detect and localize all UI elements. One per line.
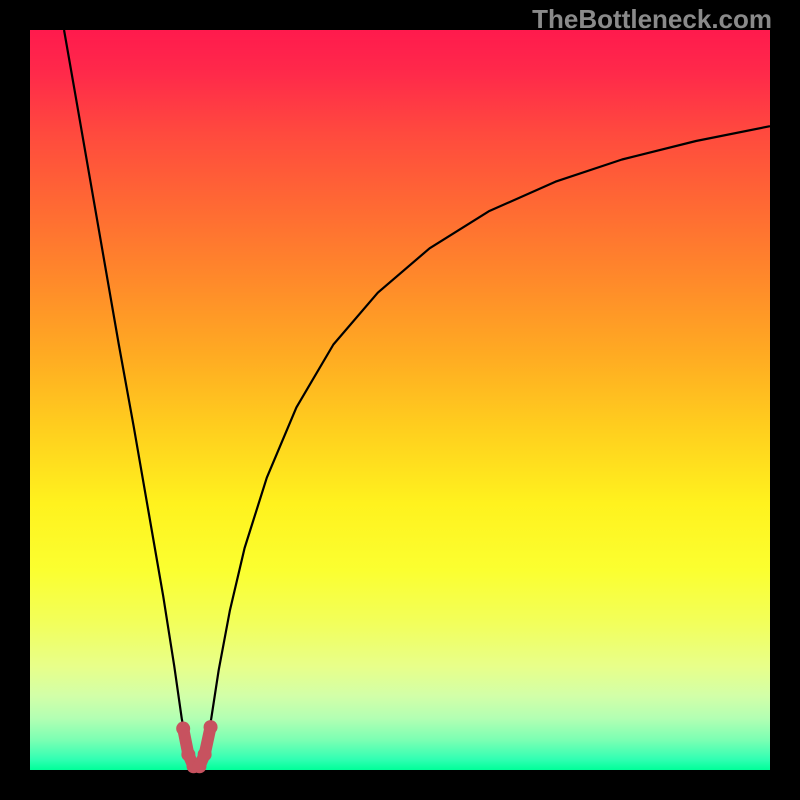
gradient-background bbox=[30, 30, 770, 770]
bottleneck-chart bbox=[0, 0, 800, 800]
watermark-text: TheBottleneck.com bbox=[532, 4, 772, 35]
